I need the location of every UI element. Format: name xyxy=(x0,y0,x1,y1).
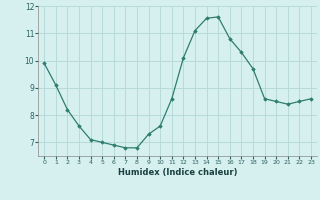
X-axis label: Humidex (Indice chaleur): Humidex (Indice chaleur) xyxy=(118,168,237,177)
